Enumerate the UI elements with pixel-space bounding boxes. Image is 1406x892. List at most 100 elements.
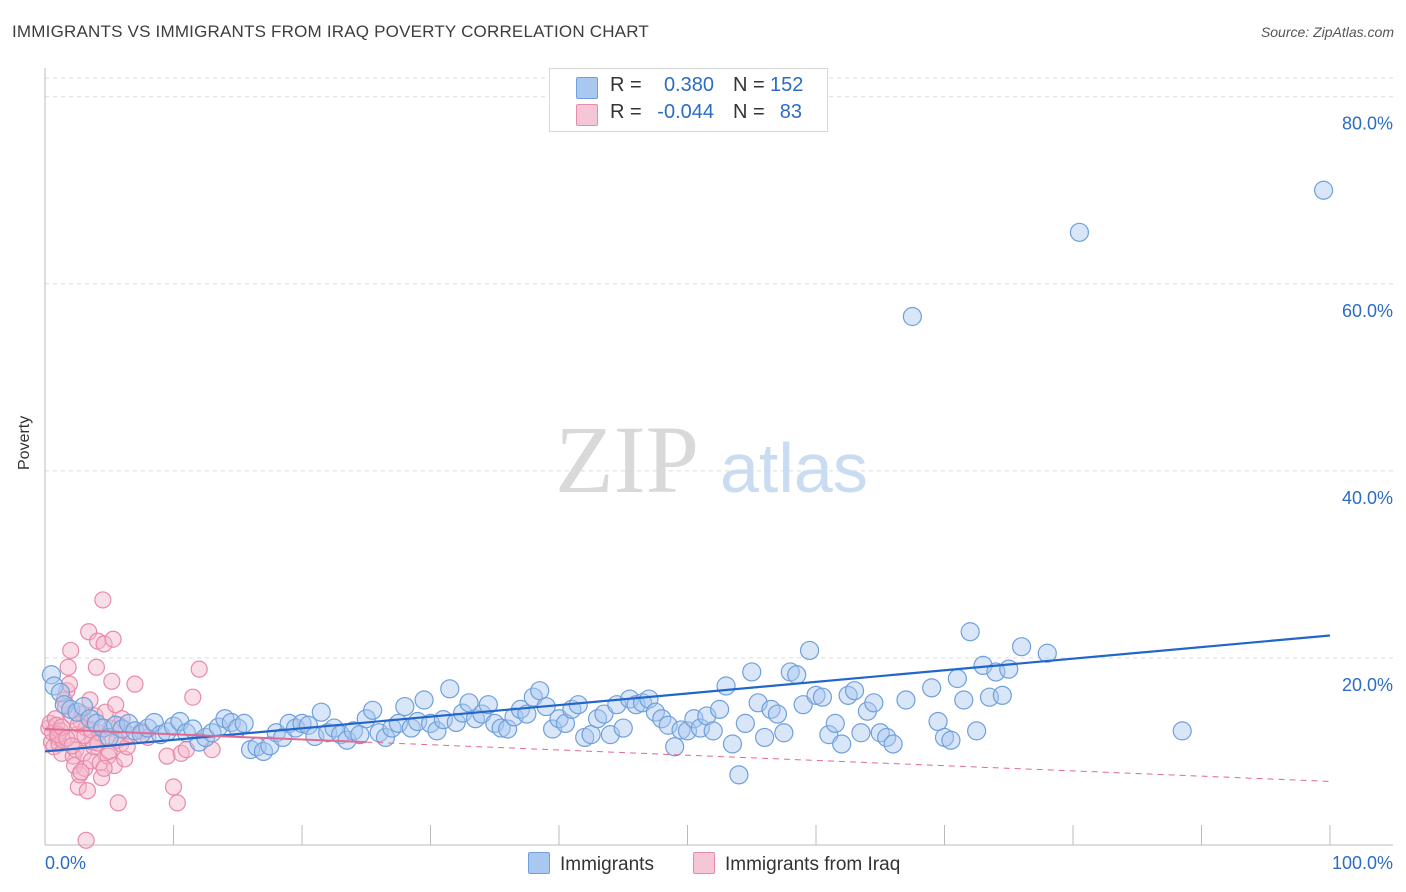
- iraq-point: [62, 641, 80, 660]
- immigrants-point: [742, 662, 762, 682]
- y-tick-label: 60.0%: [1342, 301, 1393, 321]
- immigrants-point: [1172, 721, 1192, 741]
- iraq-point: [72, 763, 90, 781]
- bottom-legend-label: Immigrants from Iraq: [725, 854, 901, 875]
- immigrants-point: [491, 718, 511, 738]
- immigrants-point: [735, 713, 755, 734]
- immigrants-point: [665, 737, 685, 757]
- bottom-legend-swatch-blue: [528, 852, 550, 874]
- immigrants-point: [896, 690, 916, 710]
- immigrants-point: [787, 665, 807, 685]
- immigrants-point: [613, 718, 633, 738]
- legend-n-label: N =: [733, 101, 765, 123]
- iraq-point: [109, 794, 127, 812]
- immigrants-points: [41, 180, 1334, 785]
- stats-legend: R = 0.380 N = 152 R = -0.044 N = 83: [549, 68, 828, 132]
- x-tick-label: 0.0%: [45, 853, 86, 873]
- bottom-legend-immigrants: Immigrants: [528, 852, 654, 876]
- bottom-legend-swatch-pink: [693, 852, 715, 874]
- iraq-point: [104, 630, 122, 648]
- immigrants-point: [767, 704, 788, 724]
- immigrants-point: [1011, 637, 1032, 657]
- iraq-point: [87, 658, 106, 676]
- iraq-point: [105, 756, 123, 775]
- axes: [44, 68, 1393, 846]
- legend-n-value: 152: [770, 74, 804, 96]
- y-tick-label: 80.0%: [1342, 114, 1393, 134]
- immigrants-point: [427, 721, 447, 741]
- immigrants-point: [844, 681, 865, 701]
- iraq-point: [95, 635, 113, 653]
- y-tick-label: 20.0%: [1342, 675, 1393, 695]
- immigrants-point: [1037, 643, 1057, 663]
- iraq-point: [78, 782, 97, 800]
- bottom-legend-label: Immigrants: [560, 854, 654, 875]
- immigrants-point: [928, 711, 948, 732]
- immigrants-point: [73, 696, 94, 717]
- iraq-point: [63, 737, 81, 755]
- immigrants-point: [902, 306, 922, 327]
- immigrants-point: [517, 704, 537, 724]
- immigrants-point: [311, 702, 331, 722]
- immigrants-point: [967, 721, 987, 741]
- immigrants-point: [710, 699, 730, 719]
- watermark-zip: ZIP: [555, 406, 699, 513]
- iraq-point: [59, 658, 77, 676]
- watermark-atlas: atlas: [720, 429, 868, 507]
- immigrants-point: [722, 734, 743, 754]
- watermark: ZIP atlas: [555, 406, 868, 513]
- legend-r-label: R =: [610, 101, 642, 123]
- y-axis-label: Poverty: [16, 415, 33, 470]
- immigrants-point: [581, 725, 601, 745]
- immigrants-point: [498, 719, 518, 739]
- legend-swatch-blue: [576, 77, 598, 99]
- immigrants-point: [832, 734, 852, 754]
- tick-labels: 20.0% 40.0% 60.0% 80.0% 0.0% 100.0%: [45, 114, 1393, 873]
- immigrants-point: [414, 690, 434, 710]
- immigrants-point: [864, 693, 884, 713]
- legend-r-value: -0.044: [657, 101, 714, 123]
- iraq-trend-line-dashed: [366, 741, 1331, 782]
- iraq-point: [190, 660, 208, 678]
- immigrants-point: [883, 734, 903, 754]
- chart-title: IMMIGRANTS VS IMMIGRANTS FROM IRAQ POVER…: [12, 22, 649, 41]
- source-label: Source: ZipAtlas.com: [1260, 24, 1394, 40]
- legend-r-label: R =: [610, 74, 642, 96]
- immigrants-point: [420, 713, 441, 734]
- immigrants-point: [960, 622, 980, 642]
- iraq-point: [80, 623, 98, 641]
- legend-row-immigrants: R = 0.380 N = 152: [550, 74, 827, 100]
- iraq-point: [94, 591, 112, 609]
- y-tick-label: 40.0%: [1342, 488, 1393, 508]
- immigrants-point: [555, 713, 576, 734]
- iraq-point: [53, 718, 71, 736]
- iraq-point: [158, 747, 176, 765]
- immigrants-point: [922, 678, 942, 698]
- immigrants-point: [478, 695, 498, 715]
- immigrants-point: [793, 695, 813, 715]
- immigrants-point: [754, 727, 775, 748]
- iraq-point: [107, 696, 125, 714]
- immigrants-point: [658, 715, 678, 735]
- immigrants-point: [716, 676, 736, 696]
- immigrants-point: [1313, 180, 1334, 200]
- immigrants-point: [819, 725, 839, 745]
- immigrants-point: [395, 696, 415, 717]
- immigrants-point: [799, 640, 820, 661]
- iraq-point: [126, 675, 144, 693]
- iraq-point: [168, 794, 186, 812]
- legend-row-iraq: R = -0.044 N = 83: [550, 101, 827, 127]
- immigrants-point: [144, 712, 164, 733]
- legend-n-value: 83: [779, 101, 802, 123]
- trend-lines: [44, 634, 1331, 782]
- immigrants-point: [234, 713, 254, 734]
- legend-r-value: 0.380: [663, 74, 714, 96]
- x-tick-label: 100.0%: [1332, 853, 1393, 873]
- immigrants-point: [825, 713, 845, 734]
- immigrants-point: [375, 727, 396, 748]
- immigrants-point: [594, 704, 614, 724]
- immigrants-point: [703, 721, 723, 741]
- immigrants-point: [947, 668, 967, 689]
- immigrants-point: [812, 687, 833, 707]
